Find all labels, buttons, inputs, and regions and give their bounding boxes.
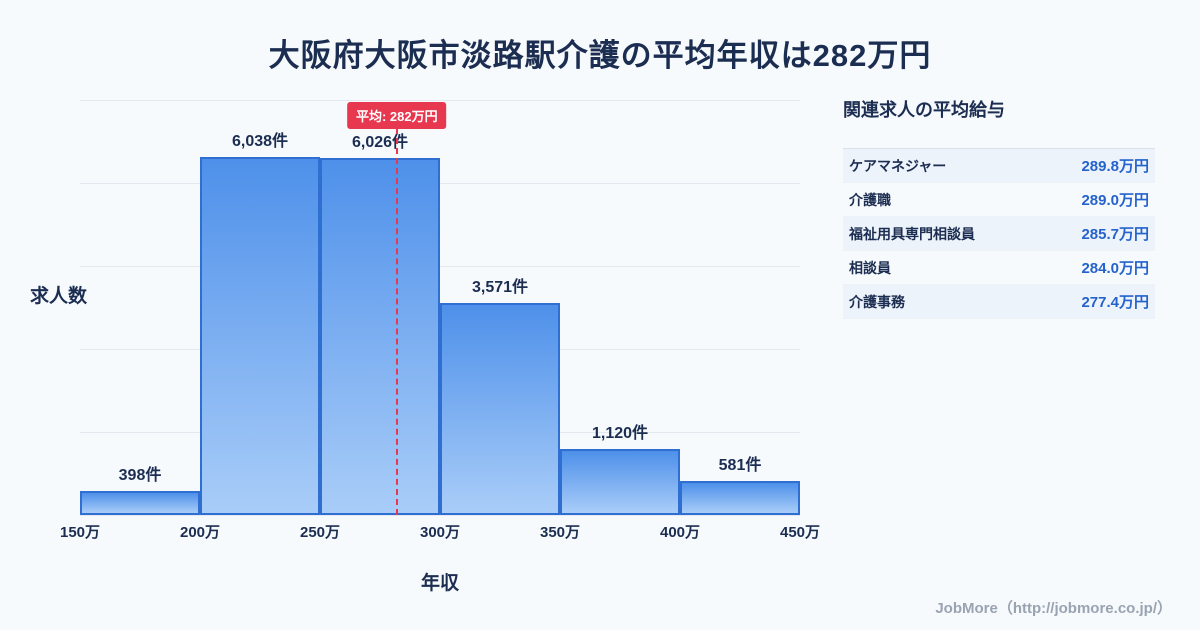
histogram-bar (440, 303, 560, 515)
job-title: ケアマネジャー (849, 157, 947, 174)
mean-badge: 平均: 282万円 (346, 102, 447, 129)
x-tick-label: 250万 (299, 524, 341, 541)
gridline (80, 266, 800, 267)
page-title: 大阪府大阪市淡路駅介護の平均年収は282万円 (268, 38, 932, 73)
salary-row: 介護事務 277.4万円 (843, 285, 1155, 319)
salary-table: ケアマネジャー 289.8万円介護職 289.0万円福祉用具専門相談員 285.7万円… (843, 148, 1155, 319)
salary-value: 289.0万円 (1081, 192, 1149, 209)
histogram-bar (200, 157, 320, 515)
x-ticks: 150万 200万 250万 300万 350万 400万 450万 (60, 521, 820, 543)
salary-row: ケアマネジャー 289.8万円 (843, 149, 1155, 183)
job-title: 介護職 (849, 191, 891, 208)
x-tick-label: 200万 (179, 524, 221, 541)
x-tick-label: 350万 (539, 524, 581, 541)
gridline (80, 183, 800, 184)
salary-value: 284.0万円 (1081, 260, 1149, 277)
bar-value-label: 398件 (118, 467, 162, 485)
x-tick-label: 400万 (659, 524, 701, 541)
bar-value-label: 1,120件 (591, 424, 649, 442)
bars: 398件 6,038件 6,026件 3,571件 1,120件 581件 (80, 100, 800, 515)
side-panel: 関連求人の平均給与 ケアマネジャー 289.8万円介護職 289.0万円福祉用具専門… (843, 96, 1155, 319)
x-tick-label: 450万 (779, 524, 821, 541)
bar-value-label: 581件 (718, 456, 762, 474)
histogram-bar (320, 157, 440, 515)
salary-value: 277.4万円 (1081, 294, 1149, 311)
side-panel-title: 関連求人の平均給与 (843, 100, 1005, 120)
bar-value-label: 3,571件 (471, 279, 529, 297)
histogram-bar (680, 480, 800, 515)
job-title: 福祉用具専門相談員 (849, 225, 975, 242)
y-axis-label: 求人数 (30, 286, 88, 307)
bar-value-label: 6,038件 (231, 133, 289, 151)
salary-value: 285.7万円 (1081, 226, 1149, 243)
job-title: 相談員 (849, 259, 891, 276)
salary-row: 相談員 284.0万円 (843, 251, 1155, 285)
histogram-bar (80, 491, 200, 515)
bar-value-label: 6,026件 (351, 133, 409, 151)
footer-credit: JobMore（http://jobmore.co.jp/） (935, 600, 1172, 617)
gridline (80, 515, 800, 516)
plot-area: 398件 6,038件 6,026件 3,571件 1,120件 581件 平均: 282… (80, 100, 800, 516)
salary-value: 289.8万円 (1081, 158, 1149, 175)
gridline (80, 100, 800, 101)
job-title: 介護事務 (849, 293, 905, 310)
salary-row: 介護職 289.0万円 (843, 183, 1155, 217)
histogram-bar (560, 448, 680, 515)
salary-row: 福祉用具専門相談員 285.7万円 (843, 217, 1155, 251)
x-axis-label: 年収 (420, 573, 459, 594)
x-tick-label: 300万 (419, 524, 461, 541)
mean-dash-line (395, 128, 398, 515)
x-tick-label: 150万 (59, 524, 101, 541)
